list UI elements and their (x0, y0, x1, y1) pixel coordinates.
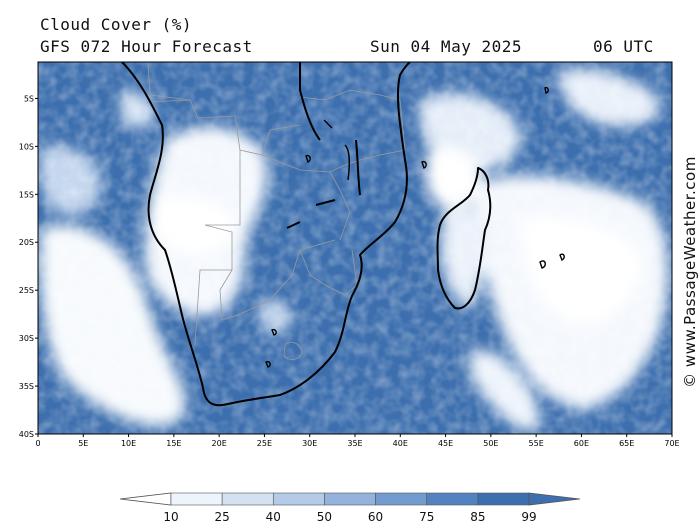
copyright-credit: © www.PassageWeather.com (681, 156, 699, 388)
lat-label: 20S (19, 238, 34, 247)
lon-label: 25E (257, 439, 272, 448)
lon-label: 35E (347, 439, 362, 448)
lat-label: 40S (19, 430, 34, 439)
lon-label: 20E (212, 439, 227, 448)
forecast-time: 06 UTC (593, 37, 654, 56)
lon-label: 60E (574, 439, 589, 448)
lon-label: 45E (438, 439, 453, 448)
cloud-texture (38, 62, 672, 434)
lon-label: 40E (393, 439, 408, 448)
lon-label: 65E (619, 439, 634, 448)
lon-label: 10E (121, 439, 136, 448)
lon-label: 55E (529, 439, 544, 448)
forecast-label: GFS 072 Hour Forecast (40, 37, 253, 56)
lon-label: 30E (302, 439, 317, 448)
latitude-axis: 5S 10S 15S 20S 25S 30S 35S 40S (19, 94, 38, 439)
lakes-and-islands (265, 86, 565, 368)
lat-label: 30S (19, 334, 34, 343)
lon-label: 15E (166, 439, 181, 448)
coastlines (121, 62, 492, 407)
cloud-field (38, 62, 672, 434)
map-title: Cloud Cover (%) (40, 15, 192, 34)
lat-label: 5S (24, 94, 34, 103)
country-borders (146, 62, 406, 360)
lon-label: 0 (35, 439, 40, 448)
lat-label: 10S (19, 142, 34, 151)
lon-label: 70E (664, 439, 679, 448)
lon-label: 50E (483, 439, 498, 448)
lat-label: 25S (19, 286, 34, 295)
longitude-axis: 0 5E 10E 15E 20E 25E 30E 35E 40E 45E 50E 55E 60E 65E 7… (35, 434, 680, 448)
forecast-date: Sun 04 May 2025 (370, 37, 522, 56)
lon-label: 5E (78, 439, 88, 448)
lat-label: 35S (19, 382, 34, 391)
lat-label: 15S (19, 190, 34, 199)
